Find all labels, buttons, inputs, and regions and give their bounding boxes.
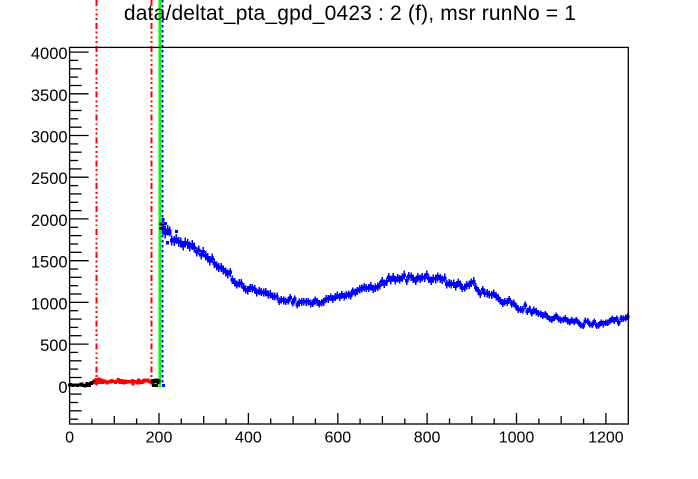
svg-text:0: 0 bbox=[65, 430, 74, 447]
svg-text:800: 800 bbox=[414, 430, 441, 447]
svg-text:3000: 3000 bbox=[31, 129, 68, 147]
svg-text:2500: 2500 bbox=[31, 170, 68, 188]
svg-text:1000: 1000 bbox=[31, 295, 68, 313]
svg-text:data/deltat_pta_gpd_0423 : 2 (: data/deltat_pta_gpd_0423 : 2 (f), msr ru… bbox=[124, 2, 576, 25]
svg-text:2000: 2000 bbox=[31, 212, 68, 230]
svg-text:4000: 4000 bbox=[31, 45, 68, 63]
svg-text:0: 0 bbox=[58, 379, 67, 397]
svg-text:1200: 1200 bbox=[588, 430, 624, 447]
svg-text:500: 500 bbox=[40, 337, 68, 355]
svg-text:600: 600 bbox=[324, 430, 351, 447]
svg-text:1000: 1000 bbox=[499, 430, 535, 447]
svg-text:400: 400 bbox=[235, 430, 262, 447]
svg-text:3500: 3500 bbox=[31, 87, 68, 105]
svg-text:200: 200 bbox=[146, 430, 173, 447]
svg-text:1500: 1500 bbox=[31, 254, 68, 272]
